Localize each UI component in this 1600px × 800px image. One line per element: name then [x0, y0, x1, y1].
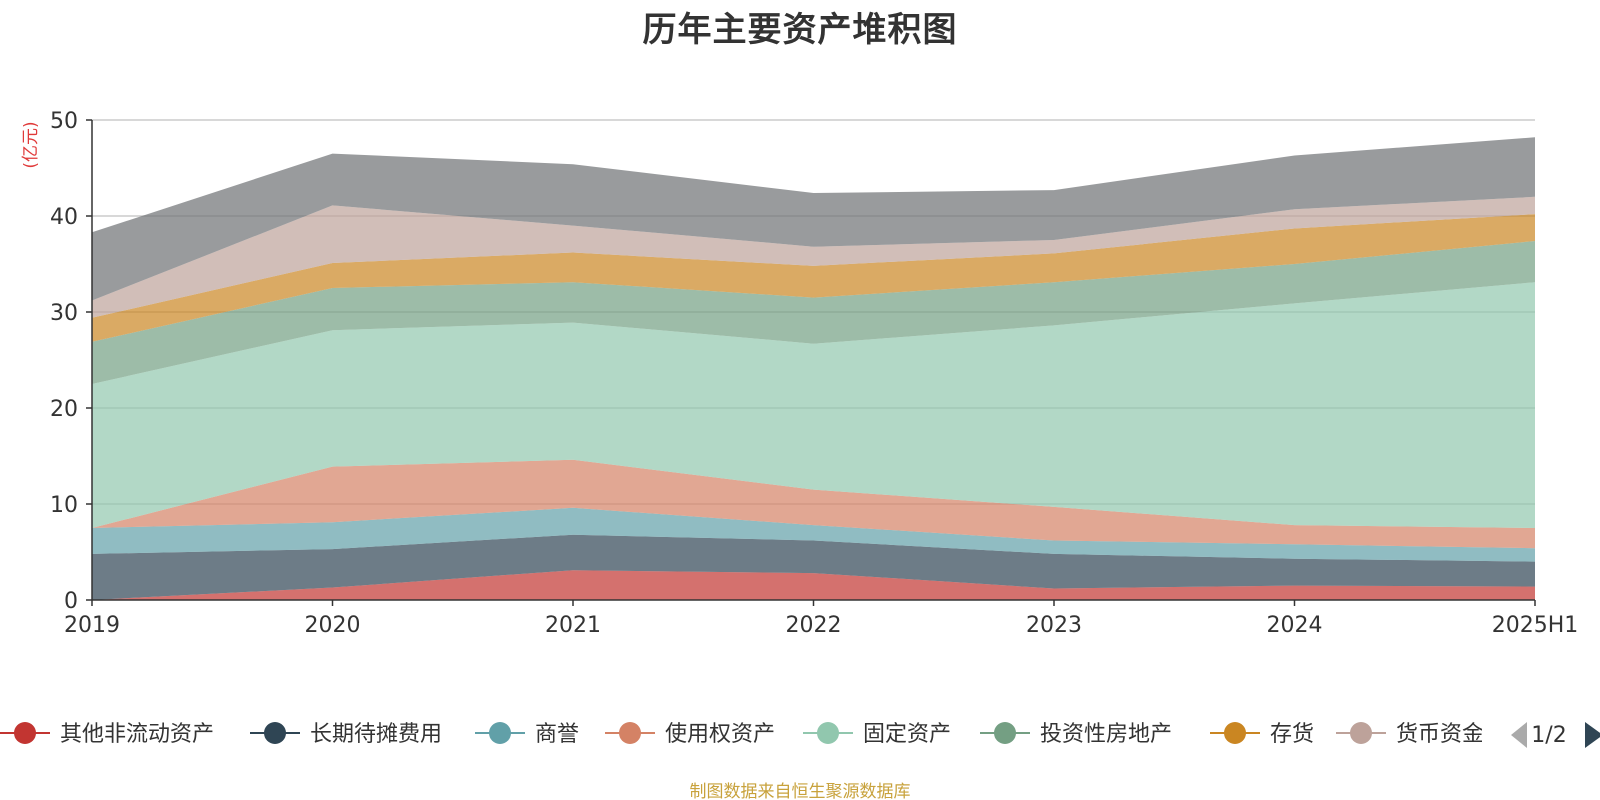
legend-marker-icon [619, 722, 641, 744]
legend[interactable]: 其他非流动资产 长期待摊费用 商誉 使用权资产 固定资产 投资性房地产 存货 货币资金 [0, 722, 1484, 747]
legend-marker-icon [489, 722, 511, 744]
legend-label: 存货 [1270, 722, 1314, 747]
chart-title: 历年主要资产堆积图 [642, 10, 958, 50]
legend-marker-icon [264, 722, 286, 744]
legend-pager[interactable]: 1/2 [1511, 722, 1600, 748]
legend-label: 商誉 [535, 722, 579, 747]
legend-page-indicator: 1/2 [1531, 723, 1566, 748]
x-tick-label: 2020 [305, 613, 361, 638]
y-axis-label: (亿元) [21, 121, 41, 168]
axes: 0 10 20 30 40 50 2019 2020 2021 2022 2023 2024 2025H… [50, 109, 1578, 638]
legend-marker-icon [14, 722, 36, 744]
legend-item[interactable]: 长期待摊费用 [250, 722, 442, 747]
y-tick-label: 20 [50, 397, 78, 422]
x-tick-label: 2022 [786, 613, 842, 638]
series-area-6 [92, 214, 1535, 342]
y-tick-label: 10 [50, 493, 78, 518]
legend-label: 使用权资产 [665, 722, 775, 747]
legend-marker-icon [1350, 722, 1372, 744]
x-tick-label: 2024 [1267, 613, 1323, 638]
series-area-3 [92, 459, 1535, 549]
series-area-1 [92, 534, 1535, 600]
series-area-7 [92, 196, 1535, 318]
legend-marker-icon [817, 722, 839, 744]
y-tick-label: 0 [64, 589, 78, 614]
legend-label: 其他非流动资产 [60, 722, 214, 747]
legend-label: 投资性房地产 [1040, 722, 1172, 747]
legend-next-icon[interactable] [1585, 722, 1600, 748]
x-tick-label: 2019 [64, 613, 120, 638]
series-areas [92, 137, 1535, 600]
legend-item[interactable]: 投资性房地产 [980, 722, 1172, 747]
series-area-5 [92, 241, 1535, 384]
y-tick-label: 40 [50, 205, 78, 230]
x-tick-label: 2023 [1026, 613, 1082, 638]
legend-label: 货币资金 [1396, 722, 1484, 747]
legend-item[interactable]: 其他非流动资产 [0, 722, 214, 747]
legend-prev-icon[interactable] [1511, 722, 1527, 748]
series-area-8 [92, 137, 1535, 301]
series-area-4 [92, 282, 1535, 528]
legend-label: 固定资产 [863, 722, 951, 747]
legend-item[interactable]: 存货 [1210, 722, 1314, 747]
legend-item[interactable]: 使用权资产 [605, 722, 775, 747]
y-tick-label: 50 [50, 109, 78, 134]
legend-item[interactable]: 商誉 [475, 722, 579, 747]
x-tick-label: 2025H1 [1492, 613, 1579, 638]
legend-marker-icon [1224, 722, 1246, 744]
legend-item[interactable]: 固定资产 [803, 722, 951, 747]
source-note: 制图数据来自恒生聚源数据库 [689, 782, 911, 800]
x-tick-label: 2021 [545, 613, 601, 638]
legend-item[interactable]: 货币资金 [1336, 722, 1484, 747]
series-area-2 [92, 507, 1535, 562]
legend-label: 长期待摊费用 [310, 722, 442, 747]
series-area-0 [92, 570, 1535, 600]
y-tick-label: 30 [50, 301, 78, 326]
legend-marker-icon [994, 722, 1016, 744]
